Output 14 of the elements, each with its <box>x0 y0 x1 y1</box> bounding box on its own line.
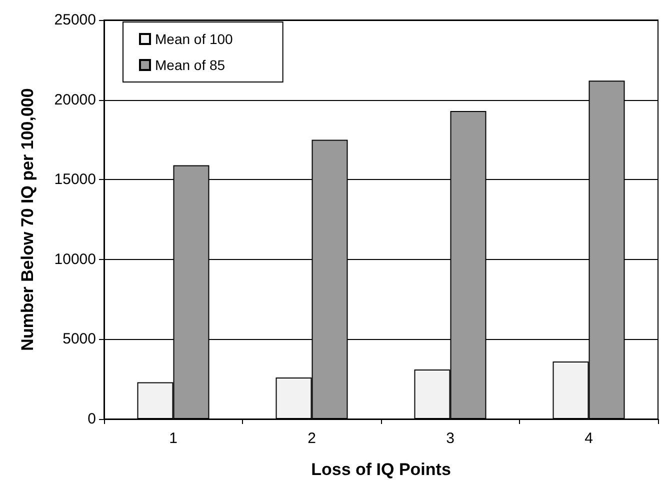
x-tick-label: 1 <box>169 430 178 447</box>
y-tick-label: 25000 <box>54 12 96 28</box>
y-tick-label: 20000 <box>54 91 96 108</box>
y-axis-title: Number Below 70 IQ per 100,000 <box>18 88 37 351</box>
x-axis-title: Loss of IQ Points <box>311 460 451 479</box>
x-tick-label: 2 <box>308 430 316 447</box>
x-tick-label: 4 <box>584 430 593 447</box>
y-tick-label: 15000 <box>54 171 96 188</box>
y-tick-label: 10000 <box>54 250 96 268</box>
legend-label: Mean of 100 <box>155 31 234 47</box>
y-tick-label: 5000 <box>62 330 96 348</box>
y-tick-label: 0 <box>88 410 96 428</box>
x-tick-label: 3 <box>446 430 454 447</box>
legend-label: Mean of 85 <box>155 57 226 73</box>
